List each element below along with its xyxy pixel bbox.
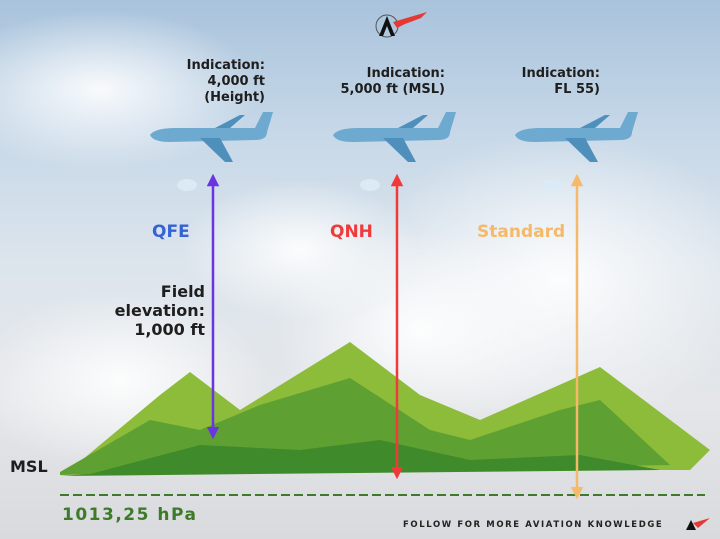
field-elevation-line: elevation: — [114, 301, 205, 320]
qnh-indication: Indication: 5,000 ft (MSL) — [330, 66, 445, 98]
aircraft-icons — [150, 112, 638, 191]
indication-label: Indication: — [186, 58, 265, 73]
pressure-label: 1013,25 hPa — [62, 505, 198, 525]
standard-label: Standard — [477, 222, 566, 242]
qfe-label: QFE — [152, 222, 190, 242]
indication-label: Indication: — [521, 66, 600, 81]
indication-value: FL 55) — [554, 82, 600, 97]
field-elevation-line: Field — [160, 282, 205, 301]
msl-label: MSL — [10, 457, 48, 476]
airplane-icon — [515, 112, 638, 191]
field-elevation-label: Field elevation: 1,000 ft — [105, 282, 205, 339]
qfe-indication: Indication: 4,000 ft (Height) — [170, 58, 265, 106]
airplane-icon — [150, 112, 273, 191]
indication-value: 5,000 ft (MSL) — [340, 82, 445, 97]
footer-text: FOLLOW FOR MORE AVIATION KNOWLEDGE — [403, 520, 664, 530]
logo-icon — [375, 12, 427, 38]
footer-logo-icon — [686, 518, 710, 530]
indication-value: 4,000 ft — [207, 74, 265, 89]
indication-extra: (Height) — [204, 90, 265, 105]
indication-label: Indication: — [366, 66, 445, 81]
mountains — [60, 342, 710, 476]
field-elevation-line: 1,000 ft — [134, 320, 205, 339]
standard-indication: Indication: FL 55) — [505, 66, 600, 98]
qnh-label: QNH — [330, 222, 373, 242]
airplane-icon — [333, 112, 456, 191]
